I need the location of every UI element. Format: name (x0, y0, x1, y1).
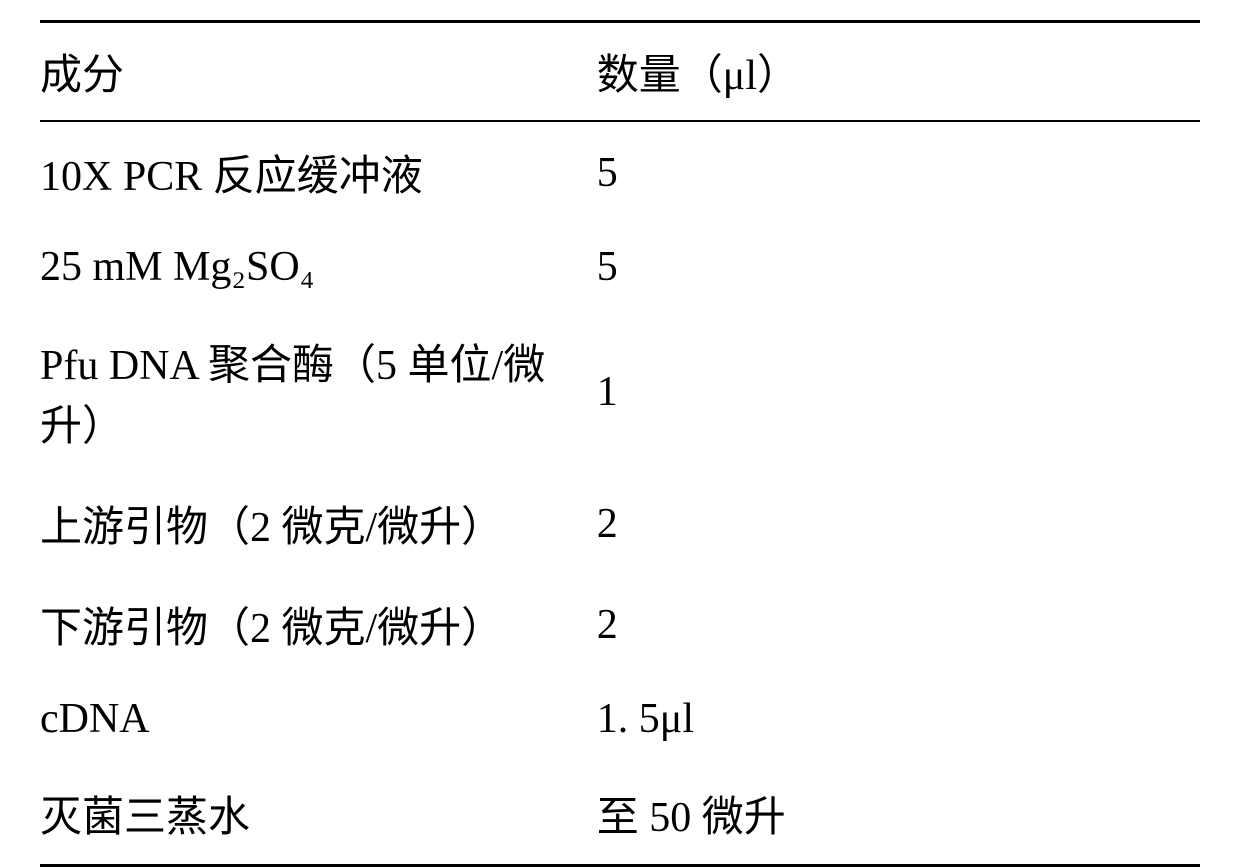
cell-quantity: 5 (597, 223, 1200, 311)
table-row: 下游引物（2 微克/微升） 2 (40, 574, 1200, 675)
cell-quantity: 1 (597, 311, 1200, 473)
cell-component: 上游引物（2 微克/微升） (40, 473, 597, 574)
cell-component: 灭菌三蒸水 (40, 763, 597, 866)
table-row: 上游引物（2 微克/微升） 2 (40, 473, 1200, 574)
header-quantity: 数量（μl） (597, 22, 1200, 122)
table-row: 10X PCR 反应缓冲液 5 (40, 121, 1200, 223)
table-row: Pfu DNA 聚合酶（5 单位/微升） 1 (40, 311, 1200, 473)
pcr-components-table: 成分 数量（μl） 10X PCR 反应缓冲液 5 25 mM Mg₂SO₄ 5… (40, 20, 1200, 867)
cell-component: 25 mM Mg₂SO₄ (40, 223, 597, 311)
cell-component: 10X PCR 反应缓冲液 (40, 121, 597, 223)
cell-component: cDNA (40, 675, 597, 763)
cell-component: 下游引物（2 微克/微升） (40, 574, 597, 675)
table-row: cDNA 1. 5μl (40, 675, 1200, 763)
table-row: 灭菌三蒸水 至 50 微升 (40, 763, 1200, 866)
table-body: 10X PCR 反应缓冲液 5 25 mM Mg₂SO₄ 5 Pfu DNA 聚… (40, 121, 1200, 866)
header-component: 成分 (40, 22, 597, 122)
cell-quantity: 2 (597, 574, 1200, 675)
cell-quantity: 2 (597, 473, 1200, 574)
cell-component: Pfu DNA 聚合酶（5 单位/微升） (40, 311, 597, 473)
cell-quantity: 1. 5μl (597, 675, 1200, 763)
cell-quantity: 5 (597, 121, 1200, 223)
table-header-row: 成分 数量（μl） (40, 22, 1200, 122)
table-row: 25 mM Mg₂SO₄ 5 (40, 223, 1200, 311)
cell-quantity: 至 50 微升 (597, 763, 1200, 866)
